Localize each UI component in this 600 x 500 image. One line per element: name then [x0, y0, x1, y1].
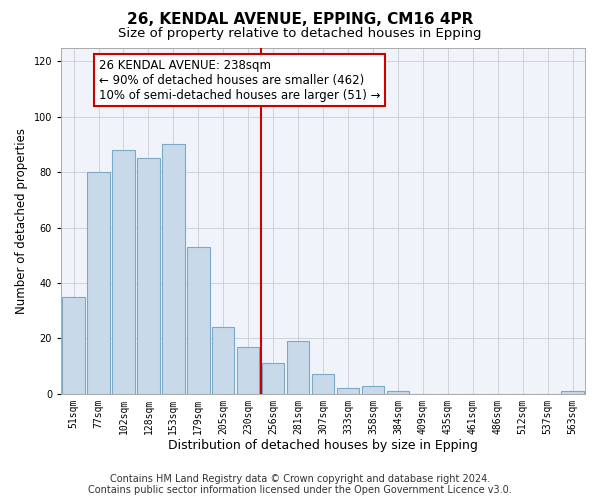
Bar [262, 364, 284, 394]
Bar [187, 247, 209, 394]
Bar [162, 144, 185, 394]
Text: Contains public sector information licensed under the Open Government Licence v3: Contains public sector information licen… [88, 485, 512, 495]
Bar [62, 297, 85, 394]
Bar [112, 150, 134, 394]
Bar [362, 386, 384, 394]
Bar [137, 158, 160, 394]
Text: Size of property relative to detached houses in Epping: Size of property relative to detached ho… [118, 28, 482, 40]
Bar [337, 388, 359, 394]
Bar [312, 374, 334, 394]
Bar [287, 341, 310, 394]
X-axis label: Distribution of detached houses by size in Epping: Distribution of detached houses by size … [168, 440, 478, 452]
Bar [386, 391, 409, 394]
Text: 26 KENDAL AVENUE: 238sqm
← 90% of detached houses are smaller (462)
10% of semi-: 26 KENDAL AVENUE: 238sqm ← 90% of detach… [98, 58, 380, 102]
Text: Contains HM Land Registry data © Crown copyright and database right 2024.: Contains HM Land Registry data © Crown c… [110, 474, 490, 484]
Bar [237, 346, 259, 394]
Bar [212, 328, 235, 394]
Y-axis label: Number of detached properties: Number of detached properties [15, 128, 28, 314]
Text: 26, KENDAL AVENUE, EPPING, CM16 4PR: 26, KENDAL AVENUE, EPPING, CM16 4PR [127, 12, 473, 28]
Bar [561, 391, 584, 394]
Bar [87, 172, 110, 394]
